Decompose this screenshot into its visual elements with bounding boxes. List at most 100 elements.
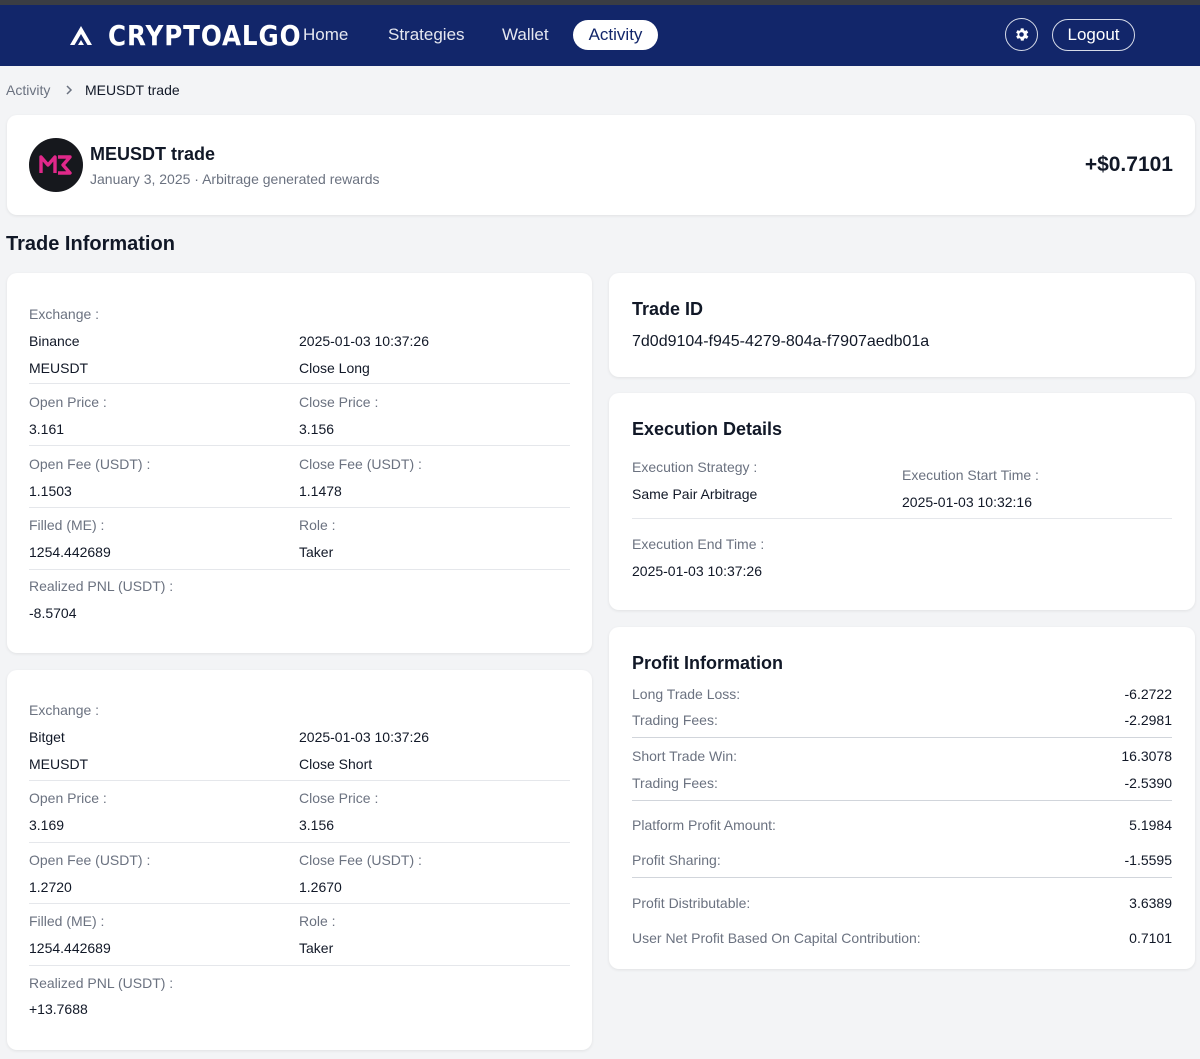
filled-value: 1254.442689: [29, 940, 111, 956]
nav-wallet[interactable]: Wallet: [502, 25, 549, 44]
close-fee-value: 1.2670: [299, 879, 342, 895]
role-label: Role :: [299, 517, 336, 533]
exchange-label: Exchange :: [29, 702, 100, 718]
open-fee-value: 1.1503: [29, 483, 72, 499]
profit-row-value: 16.3078: [1121, 748, 1172, 764]
divider: [632, 877, 1172, 878]
me-token-icon: [39, 155, 72, 175]
exchange-label: Exchange :: [29, 306, 100, 322]
profit-row-label: Platform Profit Amount:: [632, 817, 776, 833]
profit-row-label: Trading Fees:: [632, 712, 718, 728]
nav-activity[interactable]: Activity: [573, 20, 658, 50]
execution-end-label: Execution End Time :: [632, 536, 765, 552]
exchange-value: Binance: [29, 333, 80, 349]
trade-subtitle: January 3, 2025 · Arbitrage generated re…: [90, 171, 380, 187]
divider: [29, 965, 570, 966]
app-name: CRYPTOALGO: [108, 18, 302, 52]
breadcrumb-activity-link[interactable]: Activity: [6, 82, 51, 98]
open-price-value: 3.169: [29, 817, 65, 833]
divider: [29, 507, 570, 508]
profit-information-card: Profit Information Long Trade Loss: -6.2…: [609, 627, 1195, 969]
breadcrumb-current: MEUSDT trade: [85, 82, 180, 98]
token-avatar: [29, 138, 83, 192]
filled-label: Filled (ME) :: [29, 517, 105, 533]
divider: [29, 903, 570, 904]
close-price-value: 3.156: [299, 817, 335, 833]
realized-pnl-label: Realized PNL (USDT) :: [29, 578, 174, 594]
profit-row-label: Trading Fees:: [632, 775, 718, 791]
filled-label: Filled (ME) :: [29, 913, 105, 929]
open-price-value: 3.161: [29, 421, 65, 437]
divider: [29, 383, 570, 384]
close-price-label: Close Price :: [299, 790, 379, 806]
realized-pnl-value: -8.5704: [29, 605, 77, 621]
trade-title: MEUSDT trade: [90, 144, 216, 164]
role-value: Taker: [299, 544, 334, 560]
pair-value: MEUSDT: [29, 756, 89, 772]
window-top-strip: [0, 0, 1200, 5]
nav-strategies[interactable]: Strategies: [388, 25, 465, 44]
leg-action: Close Long: [299, 360, 370, 376]
execution-strategy-label: Execution Strategy :: [632, 459, 758, 475]
profit-row-value: -6.2722: [1124, 686, 1172, 702]
close-fee-label: Close Fee (USDT) :: [299, 456, 422, 472]
profit-row-label: Profit Sharing:: [632, 852, 721, 868]
divider: [29, 780, 570, 781]
open-fee-label: Open Fee (USDT) :: [29, 852, 151, 868]
profit-row-value: -1.5595: [1124, 852, 1172, 868]
execution-title: Execution Details: [632, 419, 783, 439]
settings-button[interactable]: [1005, 18, 1038, 51]
profit-row-value: -2.2981: [1124, 712, 1172, 728]
trade-header-card: MEUSDT trade January 3, 2025 · Arbitrage…: [7, 115, 1195, 215]
logo-icon: [70, 26, 92, 45]
nav-home[interactable]: Home: [303, 25, 349, 44]
leg-datetime: 2025-01-03 10:37:26: [299, 333, 429, 349]
role-label: Role :: [299, 913, 336, 929]
trade-leg-card: Exchange : Bitget 2025-01-03 10:37:26 ME…: [7, 670, 592, 1050]
profit-row-value: 3.6389: [1129, 895, 1172, 911]
pair-value: MEUSDT: [29, 360, 89, 376]
profit-title: Profit Information: [632, 653, 783, 673]
profit-row-label: User Net Profit Based On Capital Contrib…: [632, 930, 921, 946]
profit-row-label: Short Trade Win:: [632, 748, 738, 764]
close-price-label: Close Price :: [299, 394, 379, 410]
execution-start-value: 2025-01-03 10:32:16: [902, 494, 1032, 510]
divider: [29, 569, 570, 570]
execution-strategy-value: Same Pair Arbitrage: [632, 486, 758, 502]
realized-pnl-label: Realized PNL (USDT) :: [29, 975, 174, 991]
trade-leg-card: Exchange : Binance 2025-01-03 10:37:26 M…: [7, 273, 592, 653]
trade-amount: +$0.7101: [1084, 153, 1173, 176]
gear-icon: [1016, 28, 1029, 41]
trade-id-title: Trade ID: [632, 299, 704, 319]
profit-row-value: -2.5390: [1124, 775, 1172, 791]
leg-action: Close Short: [299, 756, 373, 772]
divider: [632, 737, 1172, 738]
trade-id-value: 7d0d9104-f945-4279-804a-f7907aedb01a: [632, 333, 930, 350]
realized-pnl-value: +13.7688: [29, 1001, 88, 1017]
filled-value: 1254.442689: [29, 544, 111, 560]
logout-button[interactable]: Logout: [1052, 19, 1135, 51]
execution-start-label: Execution Start Time :: [902, 467, 1039, 483]
profit-row-label: Long Trade Loss:: [632, 686, 741, 702]
top-navbar: CRYPTOALGO Home Strategies Wallet Activi…: [0, 5, 1200, 66]
open-fee-value: 1.2720: [29, 879, 72, 895]
execution-details-card: Execution Details Execution Strategy : S…: [609, 393, 1195, 610]
close-fee-value: 1.1478: [299, 483, 342, 499]
profit-row-label: Profit Distributable:: [632, 895, 751, 911]
app-logo[interactable]: CRYPTOALGO: [68, 18, 328, 52]
trade-id-card: Trade ID 7d0d9104-f945-4279-804a-f7907ae…: [609, 273, 1195, 377]
execution-end-value: 2025-01-03 10:37:26: [632, 563, 762, 579]
divider: [29, 842, 570, 843]
open-price-label: Open Price :: [29, 394, 107, 410]
role-value: Taker: [299, 940, 334, 956]
open-fee-label: Open Fee (USDT) :: [29, 456, 151, 472]
divider: [632, 518, 1172, 519]
chevron-right-icon: [66, 85, 73, 95]
divider: [632, 800, 1172, 801]
profit-row-value: 0.7101: [1129, 930, 1172, 946]
divider: [29, 445, 570, 446]
open-price-label: Open Price :: [29, 790, 107, 806]
section-title: Trade Information: [6, 233, 175, 255]
exchange-value: Bitget: [29, 729, 65, 745]
profit-row-value: 5.1984: [1129, 817, 1172, 833]
